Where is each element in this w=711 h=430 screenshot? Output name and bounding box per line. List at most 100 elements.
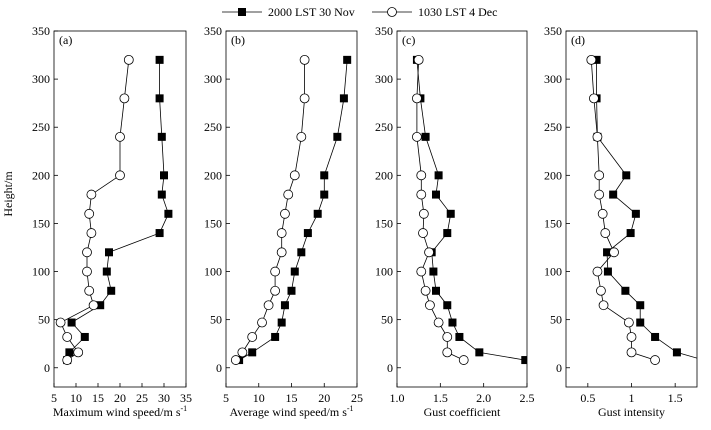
y-tick-label: 50	[210, 313, 222, 327]
data-point-square	[603, 248, 612, 257]
data-point-square	[280, 301, 289, 310]
panel-label: (d)	[571, 33, 585, 47]
y-tick-label: 200	[204, 168, 222, 182]
data-point-square	[271, 332, 280, 341]
data-point-circle	[424, 247, 434, 258]
data-point-circle	[247, 332, 258, 342]
data-point-square	[65, 348, 74, 357]
x-axis-label: Gust intensity	[598, 405, 665, 419]
data-point-square	[160, 171, 168, 180]
data-point-square	[448, 318, 457, 327]
data-point-circle	[299, 54, 310, 65]
data-point-square	[672, 348, 681, 357]
x-tick-label: 0.5	[580, 391, 595, 405]
data-point-circle	[597, 208, 608, 219]
x-tick-label: 20	[318, 391, 330, 405]
x-tick-label: 15	[92, 391, 104, 405]
data-point-circle	[589, 93, 599, 104]
y-tick-label: 0	[216, 361, 222, 375]
data-point-circle	[650, 355, 660, 365]
y-tick-label: 300	[204, 72, 222, 86]
x-axis-label: Average wind speed/m s-1	[229, 404, 353, 419]
series-nov30	[412, 55, 527, 365]
y-tick-label: 350	[544, 24, 562, 38]
y-tick-label: 200	[32, 168, 50, 182]
data-point-circle	[73, 347, 84, 358]
data-point-circle	[263, 300, 274, 311]
x-axis-label: Maximum wind speed/m s-1	[53, 404, 187, 419]
series-dec4	[230, 54, 310, 365]
data-point-square	[521, 356, 527, 365]
data-point-square	[339, 94, 348, 103]
panel-label: (a)	[59, 33, 72, 47]
panel-a: 0 50 100 150 200 250 300 350 5 10 15 20 25 30 35 (a) Max…	[32, 24, 192, 419]
data-point-circle	[412, 93, 422, 104]
data-point-square	[107, 286, 116, 295]
data-point-square	[446, 209, 455, 218]
data-point-circle	[442, 332, 453, 342]
data-point-circle	[418, 208, 429, 219]
data-point-square	[248, 348, 257, 357]
data-point-circle	[276, 247, 287, 258]
data-point-circle	[425, 300, 435, 311]
data-point-square	[609, 190, 618, 199]
data-point-circle	[592, 131, 603, 142]
data-point-circle	[412, 131, 422, 142]
legend-marker-2	[387, 7, 397, 17]
data-point-circle	[458, 355, 469, 365]
data-point-circle	[86, 228, 97, 238]
data-point-circle	[270, 285, 281, 296]
data-point-square	[475, 348, 484, 357]
data-point-circle	[299, 93, 310, 104]
y-tick-label: 150	[204, 216, 222, 230]
data-point-square	[80, 332, 89, 341]
x-tick-label: 5	[223, 391, 229, 405]
x-tick-label: 2.5	[520, 391, 535, 405]
data-point-circle	[88, 300, 99, 311]
data-point-circle	[609, 247, 619, 258]
data-point-square	[651, 332, 660, 341]
data-point-circle	[598, 300, 609, 311]
data-point-square	[343, 55, 352, 64]
y-tick-label: 50	[550, 313, 562, 327]
y-axis-label: Height/m	[1, 171, 15, 217]
data-point-circle	[592, 266, 603, 277]
series-nov30	[63, 55, 173, 365]
y-tick-label: 100	[375, 265, 393, 279]
data-point-circle	[600, 228, 611, 238]
data-point-circle	[416, 170, 427, 181]
x-tick-label: 10	[253, 391, 265, 405]
y-tick-label: 100	[544, 265, 562, 279]
data-point-circle	[276, 228, 287, 238]
data-point-square	[631, 209, 640, 218]
data-point-circle	[257, 317, 267, 328]
data-point-circle	[442, 347, 453, 358]
x-tick-label: 2.0	[476, 391, 491, 405]
data-point-square	[636, 318, 645, 327]
y-tick-label: 350	[32, 24, 50, 38]
data-point-square	[700, 356, 708, 364]
series-dec4	[412, 54, 469, 365]
x-tick-label: 25	[136, 391, 148, 405]
data-point-square	[621, 286, 630, 295]
y-tick-label: 200	[544, 168, 562, 182]
data-point-square	[434, 171, 443, 180]
data-point-square	[67, 318, 76, 327]
y-tick-label: 250	[375, 120, 393, 134]
data-point-square	[313, 209, 322, 218]
x-tick-label: 1.0	[390, 391, 405, 405]
data-point-square	[455, 332, 464, 341]
y-tick-label: 300	[32, 72, 50, 86]
legend: 2000 LST 30 Nov 1030 LST 4 Dec	[222, 5, 497, 19]
panel-label: (c)	[402, 33, 415, 47]
x-tick-label: 10	[70, 391, 82, 405]
series-line	[235, 59, 305, 361]
data-point-circle	[586, 54, 597, 65]
x-tick-label: 5	[51, 391, 57, 405]
series-line	[238, 59, 348, 361]
y-tick-label: 350	[204, 24, 222, 38]
y-tick-label: 50	[381, 313, 393, 327]
data-point-square	[432, 286, 440, 295]
